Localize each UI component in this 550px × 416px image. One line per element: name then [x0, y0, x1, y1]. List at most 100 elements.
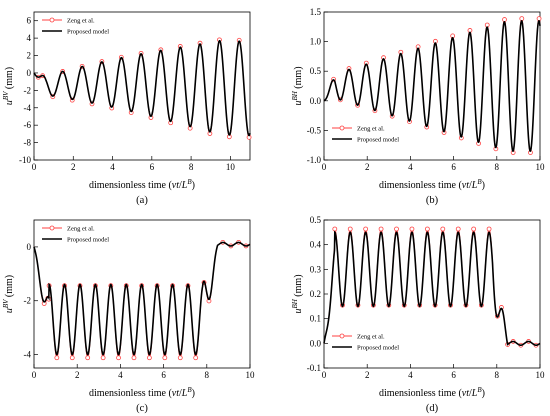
panel-b-legend-zeng-marker	[339, 125, 345, 131]
panel-c: 0 2 4 6 8 10 -4 -2 0 Zeng et al. Proposed model di…	[2, 219, 256, 414]
panel-b-series-zeng-marker	[502, 17, 507, 22]
panel-c-xtick-label-5: 10	[246, 370, 256, 380]
panel-b-ytick-label-1: -0.5	[307, 125, 322, 135]
panel-c-legend: Zeng et al. Proposed model	[42, 226, 109, 244]
panel-c-legend-model-label: Proposed model	[67, 237, 109, 244]
panel-d-xtick-label-0: 0	[322, 370, 327, 380]
panel-c-xlabel: dimensionless time (vt/LB)	[89, 386, 195, 399]
panel-b-xlabel: dimensionless time (vt/LB)	[379, 178, 485, 191]
panel-a-ylabel: uBV (mm)	[2, 67, 15, 105]
panel-b-series-zeng-marker	[519, 16, 525, 21]
panel-d-ytick-label-3: 0.2	[310, 289, 321, 299]
panel-b-ytick-label-4: 1.0	[310, 37, 322, 47]
panel-a-xtick-label-4: 8	[189, 162, 194, 172]
panel-d-series-zeng-marker	[347, 226, 353, 232]
panel-c-legend-zeng-marker	[49, 225, 55, 231]
panel-d-legend-model-label: Proposed model	[357, 345, 399, 352]
panel-d-xtick-label-3: 6	[451, 370, 456, 380]
panel-d-ytick-label-5: 0.4	[310, 240, 322, 250]
panel-a-ytick-label-3: -4	[24, 103, 32, 113]
panel-c-ylabel: uBV (mm)	[2, 275, 15, 313]
panel-a-series-model-line	[33, 39, 251, 137]
panel-b-xtick-label-0: 0	[322, 162, 327, 172]
panel-d-label: (d)	[426, 403, 439, 414]
panel-b-ytick-label-0: -1.0	[307, 155, 322, 165]
panel-b-legend-zeng-label: Zeng et al.	[357, 126, 385, 133]
panel-a: 0 2 4 6 8 10 -10 -8 -6 -4 -2 0 2 4 6 Zeng et al. Propose…	[2, 11, 252, 206]
panel-d: 0 2 4 6 8 10 -0.1 0.0 0.1 0.2 0.3 0.4 0.5 Zeng et al.…	[291, 215, 545, 414]
panel-d-series-zeng-marker	[378, 226, 384, 232]
panel-d-series-model-line	[323, 230, 541, 346]
panel-c-series-zeng-marker	[131, 355, 137, 361]
panel-b-legend: Zeng et al. Proposed model	[332, 126, 399, 144]
panel-b: 0 2 4 6 8 10 -1.0 -0.5 0.0 0.5 1.0 1.5 Zeng et al. Pr…	[291, 7, 545, 206]
panel-b-ylabel: uBH (mm)	[291, 66, 304, 105]
panel-b-series-model-line	[323, 20, 541, 152]
panel-b-xtick-label-4: 8	[495, 162, 500, 172]
panel-d-xtick-label-4: 8	[495, 370, 500, 380]
panel-d-series-zeng-marker	[409, 226, 415, 232]
panel-c-xtick-label-4: 8	[205, 370, 210, 380]
panel-d-legend-zeng-label: Zeng et al.	[357, 334, 385, 341]
panel-d-series-zeng-marker	[363, 226, 369, 232]
panel-b-legend-model-label: Proposed model	[357, 137, 399, 144]
panel-d-xtick-label-1: 2	[365, 370, 370, 380]
panel-d-series-zeng-marker	[424, 226, 430, 232]
panel-a-xlabel: dimensionless time (vt/LB)	[89, 178, 195, 191]
panel-a-ytick-label-7: 4	[27, 33, 32, 43]
panel-a-plot-frame	[33, 11, 251, 161]
panel-a-ytick-label-4: -2	[24, 85, 32, 95]
panel-d-ytick-label-0: -0.1	[307, 363, 321, 373]
panel-d-xtick-label-2: 4	[408, 370, 413, 380]
panel-a-ytick-label-2: -6	[24, 120, 32, 130]
panel-c-xtick-label-0: 0	[32, 370, 37, 380]
panel-c-xtick-label-3: 6	[161, 370, 166, 380]
panel-c-ytick-label-0: -4	[24, 350, 32, 360]
panel-d-series-zeng-marker	[455, 226, 461, 232]
panel-d-series-zeng-marker	[332, 226, 338, 232]
panel-b-ytick-label-5: 1.5	[310, 7, 322, 17]
panel-d-legend: Zeng et al. Proposed model	[332, 334, 399, 352]
panel-c-series-zeng-marker	[116, 355, 121, 361]
panel-d-series-zeng-marker	[471, 226, 477, 232]
panel-d-series-zeng-marker	[394, 226, 399, 232]
panel-b-xtick-label-1: 2	[365, 162, 370, 172]
panel-c-xtick-label-2: 4	[118, 370, 123, 380]
panel-c-series-zeng-marker	[69, 355, 75, 361]
panel-c-series-zeng-marker	[54, 355, 60, 361]
panel-b-series-zeng-marker	[536, 16, 542, 21]
panel-a-xtick-label-5: 10	[226, 162, 236, 172]
panel-b-label: (b)	[426, 195, 439, 206]
panel-c-series-zeng-marker	[147, 355, 152, 361]
panel-a-legend-zeng-marker	[49, 17, 55, 23]
panel-d-series-zeng-marker	[486, 226, 492, 232]
panel-b-xtick-label-2: 4	[408, 162, 413, 172]
panel-c-plot-frame	[33, 219, 251, 369]
panel-d-ytick-label-4: 0.3	[310, 264, 322, 274]
panel-a-xtick-label-1: 2	[71, 162, 76, 172]
panel-a-xtick-label-3: 6	[150, 162, 155, 172]
panel-a-label: (a)	[136, 195, 148, 206]
panel-c-series-zeng-marker	[85, 355, 91, 361]
panel-a-ytick-label-0: -10	[19, 155, 31, 165]
panel-d-xtick-label-5: 10	[536, 370, 546, 380]
panel-c-series-zeng-marker	[177, 355, 183, 361]
panel-a-legend-zeng-label: Zeng et al.	[67, 18, 95, 25]
panel-c-series-model-line	[33, 241, 251, 356]
panel-d-series-zeng-marker	[440, 226, 446, 232]
panel-b-xtick-label-5: 10	[536, 162, 546, 172]
panel-a-xtick-label-2: 4	[110, 162, 115, 172]
panel-a-ytick-label-5: 0	[27, 68, 32, 78]
panel-c-xtick-label-1: 2	[75, 370, 80, 380]
panel-c-series-zeng-marker	[162, 355, 168, 361]
panel-a-xtick-label-0: 0	[32, 162, 37, 172]
panel-d-ytick-label-6: 0.5	[310, 215, 322, 225]
panel-a-legend-model-label: Proposed model	[67, 29, 109, 36]
panel-d-legend-zeng-marker	[339, 333, 345, 339]
panel-a-ytick-label-8: 6	[27, 16, 32, 26]
panel-b-ytick-label-3: 0.5	[310, 66, 322, 76]
panel-c-label: (c)	[136, 403, 148, 414]
panel-b-xtick-label-3: 6	[451, 162, 456, 172]
panel-c-legend-zeng-label: Zeng et al.	[67, 226, 95, 233]
